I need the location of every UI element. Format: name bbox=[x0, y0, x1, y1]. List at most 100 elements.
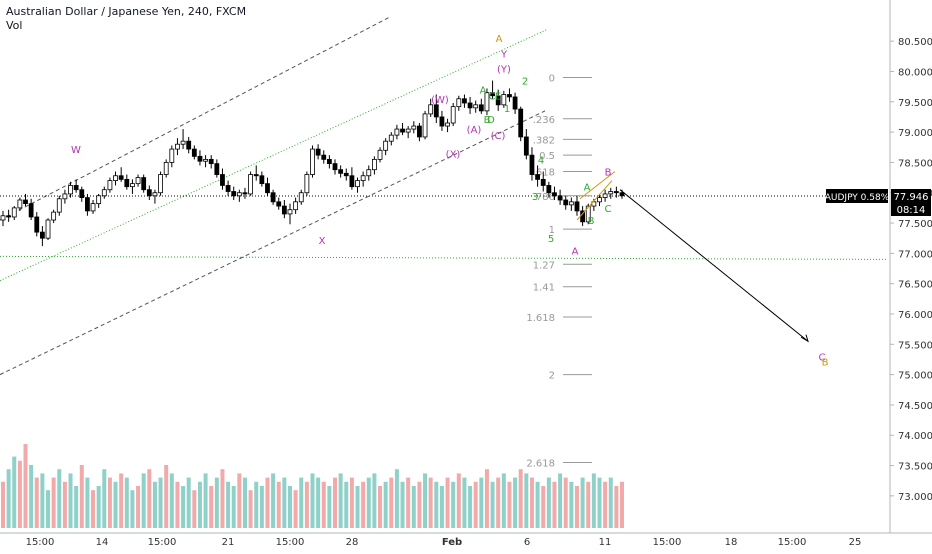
candle-body bbox=[383, 140, 389, 151]
candle-body bbox=[293, 201, 299, 211]
fib-level-label: 1.618 bbox=[526, 313, 555, 324]
candle-body bbox=[321, 154, 327, 160]
time-tick-label: 25 bbox=[849, 537, 862, 548]
time-tick-label: 11 bbox=[599, 537, 612, 548]
volume-bar bbox=[46, 490, 51, 528]
wave-label: B bbox=[605, 168, 612, 179]
volume-bar bbox=[569, 481, 574, 528]
candle-body bbox=[287, 209, 293, 215]
green-trend-line bbox=[0, 28, 549, 282]
volume-bar bbox=[316, 477, 321, 528]
wave-label: A bbox=[496, 34, 503, 45]
volume-bar bbox=[456, 473, 461, 528]
volume-bar bbox=[558, 473, 563, 528]
candle-body bbox=[180, 140, 186, 145]
wave-label: C bbox=[819, 352, 826, 363]
volume-bar bbox=[507, 481, 512, 528]
candle-body bbox=[56, 198, 62, 213]
time-tick-label: 6 bbox=[524, 537, 530, 548]
volume-bar bbox=[524, 473, 529, 528]
candle-body bbox=[518, 108, 524, 138]
volume-bar bbox=[237, 473, 242, 528]
candle-body bbox=[186, 140, 192, 150]
price-tick-label: 76.500 bbox=[898, 280, 932, 291]
volume-bar bbox=[541, 486, 546, 528]
price-tick-label: 79.000 bbox=[898, 128, 932, 139]
candle-body bbox=[523, 136, 529, 156]
candle-body bbox=[203, 158, 208, 162]
volume-bar bbox=[12, 456, 17, 528]
candle-body bbox=[96, 195, 102, 205]
candle-body bbox=[360, 175, 366, 182]
candle-body bbox=[51, 211, 57, 221]
time-tick-label: 28 bbox=[346, 537, 359, 548]
volume-bar bbox=[496, 477, 501, 528]
price-tag-value: 77.946 bbox=[894, 192, 929, 203]
price-tag-bg bbox=[891, 189, 931, 204]
candle-body bbox=[68, 185, 73, 195]
volume-bar bbox=[591, 473, 596, 528]
wave-label: 1 bbox=[504, 104, 510, 115]
candle-body bbox=[146, 189, 152, 197]
volume-bar bbox=[574, 486, 579, 528]
volume-bar bbox=[327, 486, 332, 528]
volume-bar bbox=[136, 486, 141, 528]
candle-body bbox=[546, 185, 552, 194]
green-horizontal-line bbox=[0, 255, 889, 260]
volume-bar bbox=[107, 477, 112, 528]
candle-body bbox=[259, 175, 265, 185]
volume-bar bbox=[383, 481, 388, 528]
candle-body bbox=[85, 197, 90, 212]
candle-body bbox=[433, 104, 439, 118]
volume-bar bbox=[287, 486, 292, 528]
volume-bar bbox=[513, 477, 518, 528]
candle-body bbox=[90, 203, 96, 212]
wave-label: (Y) bbox=[497, 64, 511, 75]
symbol-tag-bg bbox=[826, 189, 888, 204]
forecast-arrow-head bbox=[800, 334, 809, 343]
candle-body bbox=[253, 174, 259, 177]
candle-body bbox=[400, 128, 405, 133]
candle-body bbox=[220, 174, 225, 186]
candle-body bbox=[113, 175, 118, 182]
volume-bar bbox=[74, 486, 79, 528]
volume-bar bbox=[586, 481, 591, 528]
chart-title: Australian Dollar / Japanese Yen, 240, F… bbox=[6, 5, 247, 18]
volume-bar bbox=[214, 477, 219, 528]
volume-bar bbox=[276, 481, 281, 528]
volume-bar bbox=[439, 486, 444, 528]
volume-bar bbox=[231, 486, 236, 528]
candle-body bbox=[242, 192, 248, 195]
price-tick-label: 75.500 bbox=[898, 340, 932, 351]
volume-bar bbox=[546, 477, 551, 528]
candle-body bbox=[17, 199, 23, 209]
price-tick-label: 77.000 bbox=[898, 249, 932, 260]
volume-bar bbox=[209, 486, 214, 528]
time-tick-label: 15:00 bbox=[26, 537, 55, 548]
candle-body bbox=[495, 95, 501, 106]
volume-bar bbox=[428, 477, 433, 528]
volume-bar bbox=[355, 486, 360, 528]
volume-bar bbox=[406, 477, 411, 528]
volume-bar bbox=[603, 481, 608, 528]
candle-body bbox=[281, 205, 287, 215]
candle-body bbox=[214, 163, 220, 175]
price-tick-label: 78.500 bbox=[898, 158, 932, 169]
volume-bar bbox=[468, 486, 473, 528]
volume-bar bbox=[192, 490, 197, 528]
volume-bar bbox=[310, 473, 315, 528]
candle-body bbox=[450, 106, 456, 124]
candle-body bbox=[101, 189, 107, 197]
candle-body bbox=[371, 158, 377, 171]
wave-label: W bbox=[71, 145, 81, 156]
time-tick-label: 15:00 bbox=[276, 537, 305, 548]
volume-bar bbox=[226, 481, 231, 528]
fib-level-label: 1.41 bbox=[533, 283, 555, 294]
fib-level-label: .618 bbox=[533, 168, 555, 179]
candle-body bbox=[141, 177, 147, 191]
wave-label: D bbox=[487, 115, 495, 126]
candle-body bbox=[298, 192, 304, 203]
volume-bar bbox=[51, 477, 56, 528]
